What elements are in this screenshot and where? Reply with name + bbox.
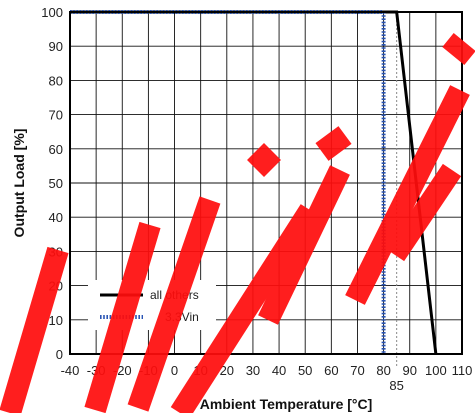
y-tick-label: 100 (41, 5, 63, 20)
y-tick-label: 70 (49, 108, 63, 123)
x-tick-label: 30 (246, 363, 260, 378)
watermark-stroke (345, 85, 470, 305)
plot-frame (69, 11, 463, 355)
x-tick-label: 90 (402, 363, 416, 378)
annotation-85: 85 (389, 378, 403, 393)
x-tick-label: 0 (171, 363, 178, 378)
watermark-stroke (127, 196, 221, 412)
y-tick-label: 50 (49, 176, 63, 191)
x-tick-label: 100 (425, 363, 447, 378)
watermark-stroke (385, 163, 462, 262)
x-tick-label: 110 (452, 363, 473, 378)
y-axis-title: Output Load [%] (11, 129, 27, 238)
x-tick-label: 60 (324, 363, 338, 378)
watermark-stroke (170, 204, 320, 413)
y-tick-label: 90 (49, 39, 63, 54)
watermark-dot (247, 143, 281, 177)
x-tick-label: 40 (272, 363, 286, 378)
x-axis-title: Ambient Temperature [°C] (200, 396, 373, 412)
x-tick-label: 70 (350, 363, 364, 378)
y-tick-label: 80 (49, 73, 63, 88)
watermark-stroke (442, 33, 475, 65)
watermark-stroke (258, 165, 350, 325)
y-tick-label: 60 (49, 142, 63, 157)
x-tick-labels: -40-30-20-100102030405060708090100110 (61, 363, 473, 378)
y-tick-label: 40 (49, 210, 63, 225)
watermark-stroke (315, 126, 352, 161)
x-tick-label: 20 (220, 363, 234, 378)
x-tick-label: 80 (376, 363, 390, 378)
legend: all others 3.3Vin (88, 280, 216, 330)
x-tick-label: 50 (298, 363, 312, 378)
y-tick-label: 10 (49, 313, 63, 328)
x-tick-label: -40 (61, 363, 80, 378)
watermark-stroke (84, 221, 161, 413)
preliminary-watermark (0, 33, 475, 413)
y-tick-label: 0 (56, 347, 63, 362)
legend-background (88, 280, 216, 330)
watermark-stroke (0, 246, 69, 413)
